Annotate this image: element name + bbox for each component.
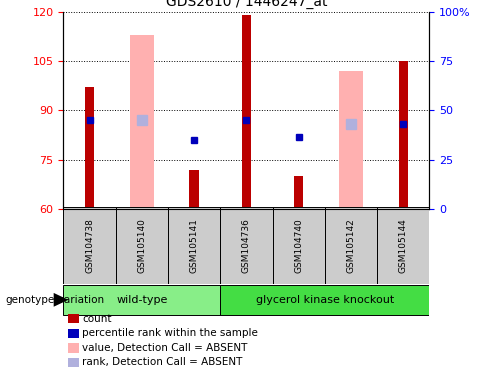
Bar — [294, 176, 304, 209]
Bar — [189, 170, 199, 209]
Text: GSM104736: GSM104736 — [242, 218, 251, 273]
Text: rank, Detection Call = ABSENT: rank, Detection Call = ABSENT — [82, 358, 243, 367]
Bar — [339, 71, 363, 209]
Title: GDS2610 / 1446247_at: GDS2610 / 1446247_at — [166, 0, 327, 9]
Bar — [116, 207, 168, 284]
Text: genotype/variation: genotype/variation — [5, 295, 104, 305]
Text: GSM105140: GSM105140 — [137, 218, 146, 273]
Bar — [399, 61, 408, 209]
Bar — [130, 35, 154, 209]
Bar — [220, 285, 429, 315]
Bar — [242, 15, 251, 209]
Bar — [377, 207, 429, 284]
Text: GSM104740: GSM104740 — [294, 218, 303, 273]
Text: GSM104738: GSM104738 — [85, 218, 94, 273]
Text: wild-type: wild-type — [116, 295, 167, 305]
Bar — [273, 207, 325, 284]
Text: GSM105142: GSM105142 — [346, 218, 356, 273]
Bar — [63, 207, 116, 284]
Text: glycerol kinase knockout: glycerol kinase knockout — [256, 295, 394, 305]
Text: count: count — [82, 314, 111, 324]
Text: value, Detection Call = ABSENT: value, Detection Call = ABSENT — [82, 343, 247, 353]
Bar — [168, 207, 220, 284]
Bar — [63, 285, 220, 315]
Bar — [220, 207, 273, 284]
Bar — [325, 207, 377, 284]
Text: GSM105141: GSM105141 — [190, 218, 199, 273]
Text: percentile rank within the sample: percentile rank within the sample — [82, 328, 258, 338]
Text: GSM105144: GSM105144 — [399, 218, 408, 273]
Bar — [85, 87, 94, 209]
